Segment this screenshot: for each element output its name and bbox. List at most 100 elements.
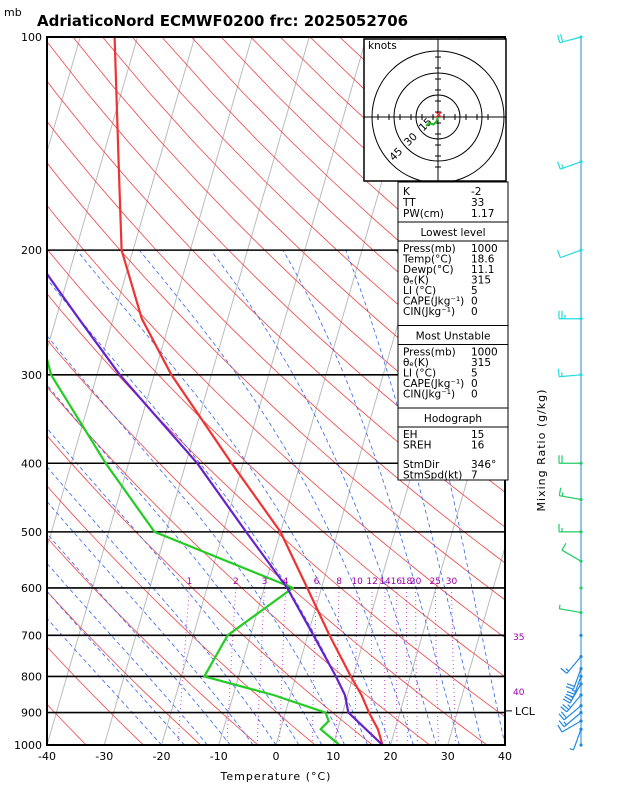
lowest-level-label: Dewp(°C): [403, 264, 454, 276]
parcel-curve: [47, 272, 384, 745]
mixing-ratio-tick-label: 2: [233, 577, 239, 587]
dry-adiabat-line: [577, 37, 618, 745]
most-unstable-value: 5: [471, 368, 478, 380]
barb-flag: [559, 34, 564, 43]
pressure-unit-label: mb: [4, 6, 22, 19]
isotherm-line: [47, 37, 138, 352]
lowest-level-value: 0: [471, 306, 478, 318]
barb-staff: [559, 374, 582, 378]
mixing-ratio-tick-label: 8: [336, 577, 342, 587]
isotherm-line: [161, 37, 367, 745]
barb-staff: [572, 668, 582, 690]
dry-adiabat-line: [72, 37, 505, 459]
most-unstable-box: [397, 325, 509, 409]
barb-station-dot: [579, 633, 583, 637]
hodograph-stats-value: 16: [471, 440, 485, 452]
lcl-label: LCL: [515, 705, 536, 718]
hodograph-stats-label: StmDir: [403, 459, 440, 471]
dry-adiabat-line: [47, 204, 505, 639]
mixing-ratio-axis-label: Mixing Ratio (g/kg): [535, 389, 548, 512]
barb-staff: [566, 656, 582, 674]
dry-adiabat-line: [47, 485, 316, 745]
mixing-ratio-tick-label: 12: [366, 577, 377, 587]
pressure-tick-label: 900: [21, 707, 42, 720]
pressure-tick-label: 100: [21, 31, 42, 44]
mixing-ratio-line: [415, 587, 418, 745]
moist-adiabat-line: [47, 335, 346, 745]
moist-adiabat-line: [47, 500, 254, 745]
mixing-ratio-tick-label: 3: [262, 577, 268, 587]
moist-adiabat-line: [47, 278, 368, 745]
mixing-ratio-tick-label: 1: [187, 577, 193, 587]
barb-flag: [557, 34, 561, 43]
lowest-level-value: 18.6: [471, 254, 495, 266]
barb-staff: [572, 729, 582, 751]
lowest-level-value: 0: [471, 296, 478, 308]
barb-flag: [562, 703, 570, 711]
moist-adiabat-line: [47, 533, 231, 745]
index-value: 33: [471, 197, 484, 209]
mixing-ratio-tick-label: 4: [283, 577, 289, 587]
isotherm-line: [0, 37, 23, 745]
mixing-ratio-tick-label: 16: [391, 577, 403, 587]
temperature-tick-label: -30: [95, 750, 113, 763]
pressure-tick-label: 800: [21, 670, 42, 683]
barb-half-flag: [561, 164, 564, 169]
lowest-level-value: 11.1: [471, 264, 494, 276]
barb-half-flag: [563, 721, 567, 726]
hodograph-stats-value: 7: [471, 470, 478, 482]
barb-half-flag: [569, 695, 574, 699]
dry-adiabat-line: [517, 37, 618, 745]
barb-staff: [566, 694, 582, 713]
pressure-tick-label: 600: [21, 582, 42, 595]
barb-flag: [557, 161, 561, 170]
barb-station-dot: [579, 743, 583, 747]
temperature-tick-label: -20: [153, 750, 171, 763]
isotherm-line: [47, 37, 196, 550]
barb-half-flag: [567, 704, 572, 708]
dry-adiabat-line: [47, 293, 505, 718]
most-unstable-label: LI (°C): [403, 368, 436, 380]
mixing-ratio-tick-label: 25: [430, 577, 441, 587]
dry-adiabat-line: [47, 537, 259, 745]
barb-staff: [569, 683, 582, 704]
temperature-tick-label: 30: [441, 750, 455, 763]
pressure-tick-label: 1000: [14, 739, 42, 752]
barb-flag: [560, 711, 567, 719]
barb-station-dot: [579, 586, 583, 590]
theta-e-label: 35: [513, 633, 524, 643]
pressure-tick-label: 500: [21, 526, 42, 539]
barb-staff: [559, 608, 582, 614]
lowest-level-label: CAPE(Jkg⁻¹): [403, 296, 464, 308]
index-label: PW(cm): [403, 208, 444, 220]
mixing-ratio-tick-label: 10: [351, 577, 363, 587]
most-unstable-label: CAPE(Jkg⁻¹): [403, 378, 464, 390]
barb-flag: [558, 713, 565, 721]
lowest-level-label: LI (°C): [403, 285, 436, 297]
hodograph-trace: [425, 116, 439, 127]
mixing-ratio-line: [335, 587, 340, 745]
hodograph-frame: [363, 38, 507, 182]
lowest-level-box: [397, 221, 509, 326]
hodograph-stats-label: SREH: [403, 440, 432, 452]
barb-half-flag: [569, 747, 574, 751]
temperature-tick-label: 10: [326, 750, 340, 763]
temperature-tick-label: 20: [384, 750, 398, 763]
barb-station-dot: [579, 610, 583, 615]
pressure-tick-label: 400: [21, 457, 42, 470]
barb-half-flag: [571, 689, 576, 692]
barb-flag: [558, 487, 562, 496]
most-unstable-value: 0: [471, 389, 478, 401]
barb-flag: [558, 720, 565, 728]
barb-flag: [564, 695, 572, 701]
chart-title: AdriaticoNord ECMWF0200 frc: 2025052706: [37, 12, 408, 30]
barb-flag: [565, 685, 574, 690]
dry-adiabat-line: [102, 37, 505, 426]
temperature-curve: [113, 37, 384, 745]
background-lines: [0, 37, 618, 745]
indices-panel: K -2 TT 33 PW(cm) 1.17 Lowest level Press(mb) 10…: [397, 181, 509, 482]
storm-motion-marker: ×: [434, 108, 443, 121]
